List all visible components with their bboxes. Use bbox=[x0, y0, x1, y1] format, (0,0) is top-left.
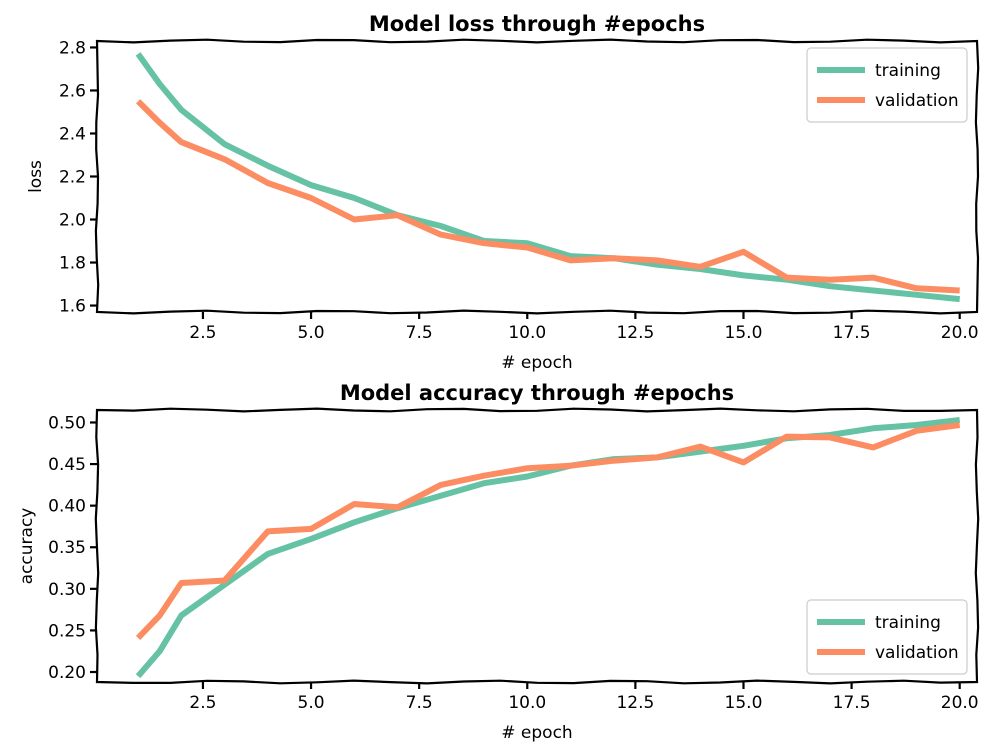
y-axis-label: accuracy bbox=[17, 508, 37, 585]
chart-title: Model accuracy through #epochs bbox=[340, 381, 734, 405]
legend-box bbox=[806, 599, 968, 675]
y-tick-label: 0.35 bbox=[48, 538, 86, 558]
legend: training validation bbox=[806, 47, 968, 123]
legend: training validation bbox=[806, 599, 968, 675]
y-tick-label: 1.6 bbox=[59, 297, 86, 317]
x-tick-label: 15.0 bbox=[725, 693, 763, 713]
x-tick-label: 12.5 bbox=[616, 323, 654, 343]
series-line-training bbox=[135, 52, 960, 303]
series-line-validation bbox=[135, 99, 960, 294]
y-tick-label: 0.40 bbox=[48, 497, 86, 517]
y-tick-label: 2.2 bbox=[59, 168, 86, 188]
series-line-validation bbox=[135, 422, 961, 640]
y-tick-label: 0.45 bbox=[48, 455, 86, 475]
x-tick-label: 2.5 bbox=[189, 323, 216, 343]
x-tick-label: 20.0 bbox=[941, 693, 979, 713]
chart-title: Model loss through #epochs bbox=[369, 12, 705, 36]
plot-frame bbox=[94, 38, 980, 315]
x-tick-label: 20.0 bbox=[941, 323, 979, 343]
x-axis-label: # epoch bbox=[501, 723, 572, 743]
legend-box bbox=[806, 47, 968, 123]
x-tick-label: 15.0 bbox=[725, 323, 763, 343]
y-tick-label: 1.8 bbox=[59, 254, 86, 274]
y-tick-label: 0.20 bbox=[48, 663, 86, 683]
x-tick-label: 17.5 bbox=[833, 693, 871, 713]
x-tick-label: 5.0 bbox=[298, 323, 325, 343]
y-tick-label: 2.6 bbox=[59, 81, 86, 101]
x-tick-label: 10.0 bbox=[508, 323, 546, 343]
legend-label: validation bbox=[875, 91, 959, 111]
chart-panel-0: Model loss through #epochs 2.5 5.0 7.5 10.0 1… bbox=[26, 12, 980, 373]
legend-label: training bbox=[875, 61, 941, 81]
legend-label: validation bbox=[875, 643, 959, 663]
x-tick-label: 10.0 bbox=[508, 693, 546, 713]
x-tick-label: 12.5 bbox=[616, 693, 654, 713]
x-tick-label: 7.5 bbox=[406, 323, 433, 343]
y-tick-label: 0.30 bbox=[48, 580, 86, 600]
chart-panel-1: Model accuracy through #epochs 2.5 5.0 7.5 1… bbox=[17, 381, 980, 743]
y-tick-label: 2.0 bbox=[59, 211, 86, 231]
x-axis-label: # epoch bbox=[501, 353, 572, 373]
legend-label: training bbox=[875, 613, 941, 633]
y-tick-label: 2.4 bbox=[59, 124, 86, 144]
x-tick-label: 5.0 bbox=[298, 693, 325, 713]
x-tick-label: 17.5 bbox=[833, 323, 871, 343]
y-axis-label: loss bbox=[26, 160, 46, 193]
y-tick-label: 2.8 bbox=[59, 38, 86, 58]
x-tick-label: 7.5 bbox=[406, 693, 433, 713]
y-tick-label: 0.50 bbox=[48, 413, 86, 433]
y-tick-label: 0.25 bbox=[48, 621, 86, 641]
plot-frame bbox=[94, 407, 980, 685]
x-tick-label: 2.5 bbox=[189, 693, 216, 713]
